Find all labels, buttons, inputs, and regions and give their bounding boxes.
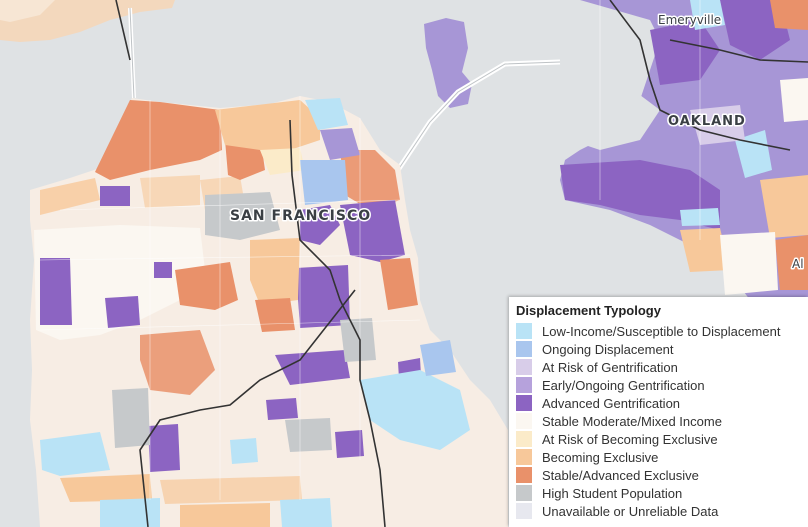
- freeways: [115, 0, 808, 527]
- legend-swatch: [516, 377, 532, 393]
- legend-item: Advanced Gentrification: [516, 394, 800, 412]
- legend-swatch: [516, 467, 532, 483]
- legend-title: Displacement Typology: [516, 303, 661, 318]
- golden-gate-bridge-line: [129, 7, 135, 99]
- legend-label: Stable Moderate/Mixed Income: [542, 413, 722, 429]
- east-bay-land: [560, 0, 808, 300]
- oakland-port: [570, 95, 660, 150]
- legend-label: Ongoing Displacement: [542, 341, 674, 357]
- legend-item: Low-Income/Susceptible to Displacement: [516, 322, 800, 340]
- legend-label: Low-Income/Susceptible to Displacement: [542, 323, 781, 339]
- legend-item: Ongoing Displacement: [516, 340, 800, 358]
- bay-bridge-line: [397, 61, 561, 171]
- legend-swatch: [516, 413, 532, 429]
- legend-item: Stable Moderate/Mixed Income: [516, 412, 800, 430]
- tract-lines: [39, 0, 701, 500]
- legend-item: At Risk of Becoming Exclusive: [516, 430, 800, 448]
- legend-swatch: [516, 341, 532, 357]
- legend-panel: Displacement Typology Low-Income/Suscept…: [509, 297, 808, 527]
- emeryville-label: Emeryville: [658, 13, 721, 27]
- legend-swatch: [516, 485, 532, 501]
- legend-item: Unavailable or Unreliable Data: [516, 502, 800, 520]
- legend-label: Advanced Gentrification: [542, 395, 681, 411]
- legend-item: Becoming Exclusive: [516, 448, 800, 466]
- legend-swatch: [516, 503, 532, 519]
- legend-item: High Student Population: [516, 484, 800, 502]
- oakland-label: OAKLAND: [668, 114, 746, 129]
- marin-land-edge: [0, 0, 55, 22]
- legend-label: High Student Population: [542, 485, 683, 501]
- legend-item: Stable/Advanced Exclusive: [516, 466, 800, 484]
- legend-item: At Risk of Gentrification: [516, 358, 800, 376]
- treasure-island: [424, 18, 472, 108]
- legend-swatch: [516, 431, 532, 447]
- san-francisco-label: SAN FRANCISCO: [230, 208, 371, 224]
- sf-tracts: [34, 98, 470, 527]
- legend-swatch: [516, 449, 532, 465]
- legend-label: Becoming Exclusive: [542, 449, 659, 465]
- alameda-label: Al: [792, 257, 804, 271]
- legend-label: Early/Ongoing Gentrification: [542, 377, 705, 393]
- legend-swatch: [516, 323, 532, 339]
- legend-list: Low-Income/Susceptible to Displacement O…: [516, 322, 800, 520]
- legend-swatch: [516, 359, 532, 375]
- legend-label: Unavailable or Unreliable Data: [542, 503, 719, 519]
- legend-label: Stable/Advanced Exclusive: [542, 467, 699, 483]
- legend-item: Early/Ongoing Gentrification: [516, 376, 800, 394]
- legend-label: At Risk of Gentrification: [542, 359, 678, 375]
- legend-swatch: [516, 395, 532, 411]
- legend-label: At Risk of Becoming Exclusive: [542, 431, 718, 447]
